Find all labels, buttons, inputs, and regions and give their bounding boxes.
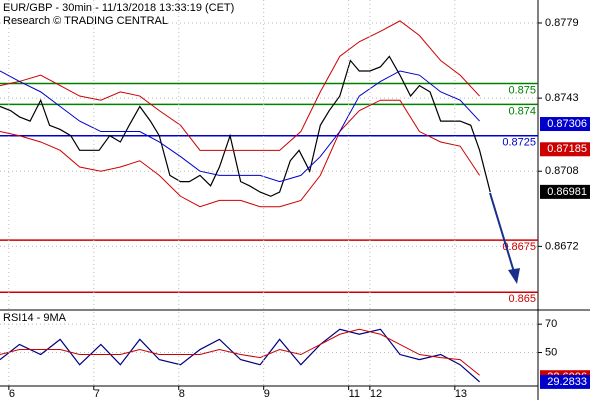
y-tick-label: 0.8708 xyxy=(545,165,579,177)
x-tick-label: 8 xyxy=(179,388,185,400)
x-tick-label: 12 xyxy=(370,388,382,400)
chart-title: EUR/GBP - 30min - 11/13/2018 13:33:19 (C… xyxy=(3,2,234,14)
y-tick-label: 0.8743 xyxy=(545,92,579,104)
series-line xyxy=(0,99,481,208)
rsi-title: RSI14 - 9MA xyxy=(3,312,67,324)
price-tag xyxy=(540,117,590,132)
x-tick-label: 7 xyxy=(94,388,100,400)
y-tick-label: 50 xyxy=(545,346,557,358)
chart-subtitle: Research © TRADING CENTRAL xyxy=(3,15,168,27)
x-tick-label: 11 xyxy=(349,388,360,400)
x-tick-label: 13 xyxy=(455,388,467,400)
price-tag-label: 0.87185 xyxy=(547,143,587,155)
x-tick-label: 6 xyxy=(9,388,15,400)
y-tick-label: 70 xyxy=(545,318,557,330)
level-label: 0.865 xyxy=(508,293,536,305)
forecast-arrow xyxy=(489,192,515,273)
price-tag-label: 29.2833 xyxy=(547,376,587,388)
series-line xyxy=(0,20,480,151)
series-line xyxy=(0,55,491,197)
level-label: 0.875 xyxy=(508,84,536,96)
series-line xyxy=(0,70,480,183)
series-line xyxy=(0,328,480,376)
level-label: 0.8675 xyxy=(502,241,536,253)
price-tag xyxy=(540,142,590,157)
series-line xyxy=(0,328,480,383)
y-tick-label: 0.8672 xyxy=(545,240,579,252)
price-tag xyxy=(540,184,590,199)
y-tick-label: 0.8779 xyxy=(545,17,579,29)
level-label: 0.874 xyxy=(508,105,536,117)
price-tag-label: 0.87306 xyxy=(547,118,587,130)
forecast-arrowhead xyxy=(508,268,520,284)
price-tag-label: 0.86981 xyxy=(547,186,587,198)
x-tick-label: 9 xyxy=(264,388,270,400)
level-label: 0.8725 xyxy=(502,137,536,149)
price-tag xyxy=(540,374,590,389)
